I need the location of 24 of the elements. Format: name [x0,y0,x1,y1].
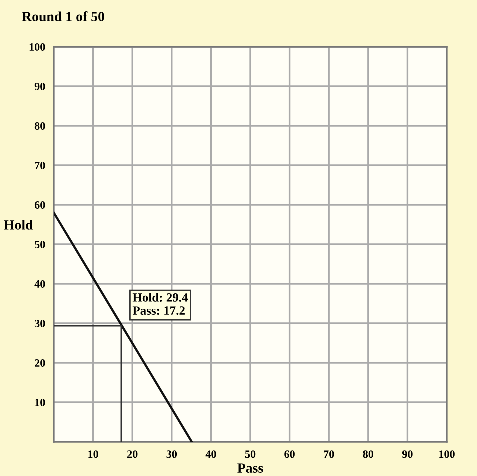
x-tick-label: 40 [206,450,216,458]
y-tick-label: 10 [35,398,46,406]
x-tick-label: 30 [166,450,178,458]
x-tick-label: 10 [88,450,98,458]
y-tick-label: 20 [35,359,46,367]
y-tick-label: 80 [34,122,46,130]
y-tick-label: 70 [35,162,46,170]
y-tick-label: 60 [34,201,46,209]
y-axis-title: Hold [4,220,34,230]
annotation: Hold: 29.4 Pass: 17.2 [132,293,188,316]
y-tick-label: 90 [34,82,46,90]
x-tick-label: 80 [363,450,374,458]
x-tick-label: 60 [284,450,295,458]
chart-title: Round 1 of 50 [22,12,104,22]
x-tick-label: 70 [324,450,334,458]
x-tick-label: 50 [245,450,256,458]
y-tick-label: 40 [34,280,46,288]
x-tick-label: 20 [128,450,138,458]
y-tick-label: 30 [34,320,46,328]
x-tick-label: 100 [440,450,455,458]
x-axis-title: Pass [238,464,264,473]
x-tick-label: 90 [402,450,413,458]
y-tick-label: 100 [30,43,46,51]
y-tick-label: 50 [35,240,46,248]
